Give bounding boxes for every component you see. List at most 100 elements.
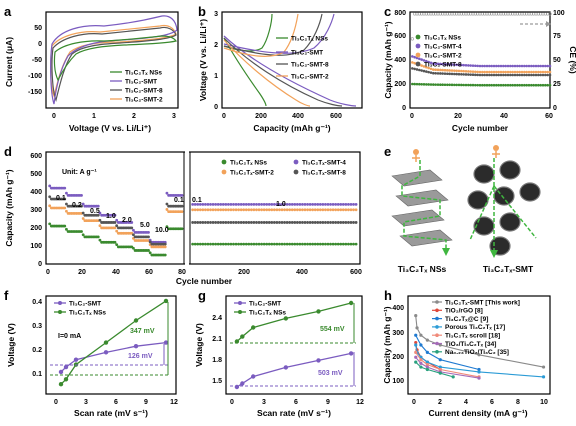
rate-point-0 [98,238,102,242]
capacity-point-2 [492,70,496,74]
rate-point-1 [113,226,117,230]
cycle-point-3 [316,221,320,224]
nss-schematic [391,149,453,256]
cycle-point-3 [214,221,218,224]
y-axis-label-g: Voltage (V) [194,323,204,367]
capacity-point-1 [511,64,514,68]
capacity-point-0 [448,83,451,87]
capacity-point-3 [520,73,524,77]
cycle-point-0 [255,242,258,246]
capacity-point-2 [471,70,475,73]
y-axis-label-h: Capacity (mAh g⁻¹) [382,306,392,383]
cycle-point-2 [324,202,327,206]
legend-h-marker-6 [435,350,439,354]
capacity-point-2 [455,69,458,73]
legend-h-marker-4 [435,333,439,338]
legend-c-item-2: Ti₃C₂-SMT-2 [424,53,462,60]
capacity-point-0 [537,83,540,87]
capacity-point-2 [476,70,479,74]
x-ticks-g: 0 3 6 9 12 [230,399,364,406]
y-tick-c-400: 400 [394,57,406,64]
capacity-point-0 [422,83,426,86]
capacity-point-1 [425,59,428,63]
capacity-point-2 [478,70,482,74]
cycle-point-0 [313,242,317,246]
cycle-point-2 [247,202,251,206]
panel-b: b Ti₃C₂Tₓ NSs Ti₃C₂-SMT Ti₃C₂-SMT-8 Ti₃C… [198,4,363,133]
cycle-point-1 [290,208,294,212]
cycle-point-0 [209,242,212,246]
comparison-point-3 [414,343,418,347]
x-tick-c-0: 0 [410,113,414,120]
y-axis-label-f: Voltage (V) [6,323,16,367]
rate-point-2 [130,221,134,224]
rate-label-7: 0.1 [174,197,184,204]
cycle-point-0 [349,242,353,246]
cycle-point-0 [341,242,345,246]
cycle-point-0 [244,242,248,246]
x-tick-g-6: 6 [294,399,298,406]
cycle-point-2 [201,202,205,206]
ion-path-arrow-smt [490,250,498,258]
ion-head-icon-1 [413,149,419,155]
comparison-point-5 [419,361,423,365]
capacity-point-2 [483,70,486,74]
panel-h: h Ti₃C₂Tₓ-SMT [This work]TiO₂/rGO [8]Ti₃… [382,288,551,418]
rate-label-6: 10.0 [155,227,169,234]
rate-point-2 [63,186,67,190]
cycle-point-3 [252,221,256,224]
axis-break-gap [185,151,189,265]
comparison-point-3 [541,375,546,379]
comparison-point-6 [425,367,429,372]
cycle-point-0 [329,242,332,246]
rate-point-1 [81,217,85,220]
y-tick-d-100: 100 [30,243,42,250]
panel-label-b: b [198,4,206,19]
rate-point-1 [48,204,52,208]
rate-point-0 [80,230,83,233]
cycle-point-1 [329,208,332,212]
y-tick-d-400: 400 [30,189,42,196]
capacity-point-1 [541,64,545,68]
capacity-point-1 [481,64,484,68]
legend-d-marker-3 [293,169,299,175]
capacity-point-1 [495,64,498,68]
cycle-point-2 [306,202,309,206]
capacity-point-2 [450,69,454,72]
capacity-point-2 [497,70,500,74]
cycle-point-2 [193,202,197,206]
capacity-point-2 [534,70,538,74]
capacity-point-2 [427,66,430,70]
cycle-point-1 [232,208,235,212]
capacity-point-0 [415,82,419,86]
capacity-point-0 [434,83,437,86]
series-point-0 [348,351,354,356]
cycle-point-1 [293,208,297,212]
capacity-point-3 [411,67,414,70]
y2-axis-label-c: CE (%) [568,46,576,74]
rate-point-3 [63,197,67,201]
plot-frame-a [45,11,179,109]
cycle-point-0 [198,242,202,246]
comparison-point-3 [425,360,429,364]
plot-frame-d [45,151,361,265]
panel-g: g 554 mV 503 mV Ti₃C₂-SMT Ti₃C₂Tₓ NSs 1.… [194,288,364,418]
ion-path-nss [401,160,447,250]
y-tick-d-0: 0 [38,261,42,268]
capacity-point-3 [497,73,500,77]
cycle-point-0 [275,242,279,246]
cycle-point-1 [221,208,225,212]
capacity-point-2 [457,69,461,73]
capacity-point-1 [520,64,524,68]
capacity-point-2 [432,68,435,71]
cycle-point-3 [341,221,345,224]
capacity-point-1 [490,64,493,68]
cycle-point-2 [232,202,235,206]
cycle-point-3 [196,221,200,224]
rate-point-3 [130,226,134,230]
rate-point-0 [65,227,68,231]
capacity-point-0 [429,83,433,86]
cycle-point-3 [326,221,330,224]
cycle-point-1 [247,208,251,212]
